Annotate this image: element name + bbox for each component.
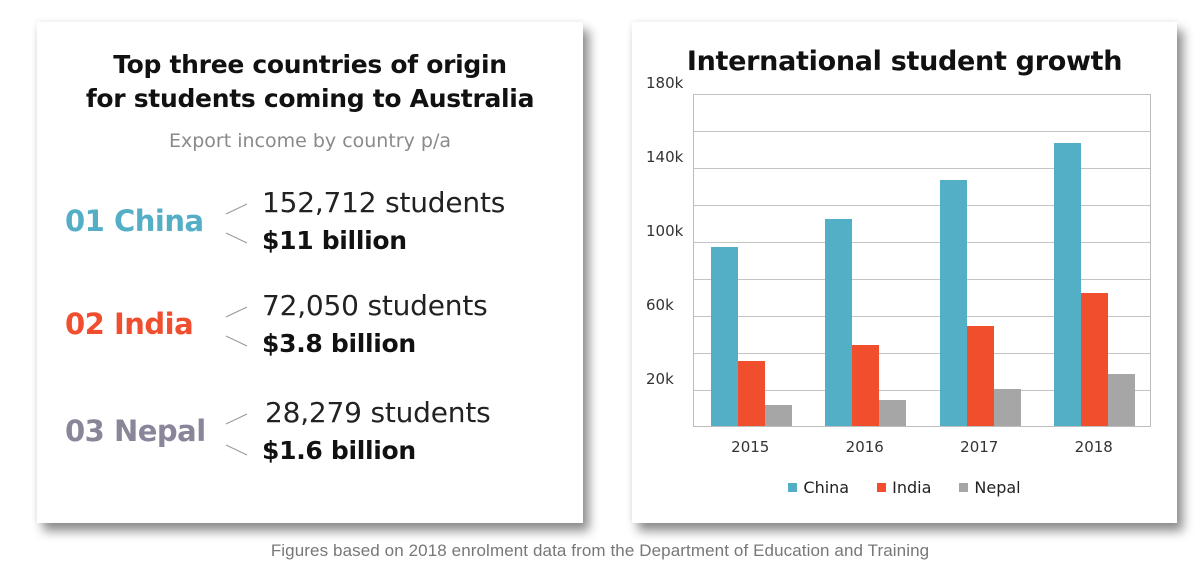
export-income: $1.6 billion — [262, 436, 416, 465]
bar-nepal-2015 — [764, 404, 792, 426]
gridline — [694, 279, 1150, 280]
gridline — [694, 353, 1150, 354]
export-income-subtitle: Export income by country p/a — [168, 130, 451, 152]
student-count: 28,279 students — [265, 396, 491, 429]
y-tick-label: 140k — [646, 148, 684, 166]
source-footnote: Figures based on 2018 enrolment data fro… — [270, 541, 930, 560]
legend-label: China — [803, 478, 850, 497]
country-label: 01 China — [65, 204, 204, 238]
growth-chart-card: International student growth China India N… — [632, 22, 1177, 523]
gridline — [694, 316, 1150, 317]
chart-title: International student growth — [686, 46, 1123, 77]
title-line-2: for students coming to Australia — [85, 84, 535, 113]
bar-china-2016 — [825, 218, 853, 426]
legend-swatch-icon — [959, 483, 969, 492]
bar-nepal-2017 — [993, 389, 1021, 426]
legend-swatch-icon — [877, 483, 887, 492]
y-tick-label: 100k — [646, 222, 684, 240]
connector-lines-icon — [225, 306, 248, 347]
gridline — [694, 131, 1150, 132]
legend-item-china: China — [788, 478, 849, 497]
top-countries-card: Top three countries of origin for studen… — [37, 22, 583, 523]
bar-india-2018 — [1081, 292, 1109, 426]
x-tick-label: 2017 — [960, 438, 999, 456]
legend-label: India — [892, 478, 932, 497]
y-tick-label: 20k — [646, 370, 674, 388]
y-tick-label: 180k — [646, 74, 684, 92]
legend-label: Nepal — [974, 478, 1021, 497]
plot-area — [693, 94, 1151, 427]
chart-legend: China India Nepal — [632, 478, 1177, 497]
gridline — [694, 168, 1150, 169]
export-income: $3.8 billion — [262, 329, 416, 358]
legend-item-nepal: Nepal — [959, 478, 1021, 497]
country-row-india: 02 India 72,050 students $3.8 billion — [37, 289, 583, 369]
gridline — [694, 205, 1150, 206]
country-row-china: 01 China 152,712 students $11 billion — [37, 186, 583, 266]
bar-india-2017 — [966, 326, 994, 426]
top-countries-title: Top three countries of origin for studen… — [37, 48, 583, 116]
connector-lines-icon — [225, 203, 248, 244]
gridline — [694, 390, 1150, 391]
student-count: 152,712 students — [262, 186, 506, 219]
gridline — [694, 242, 1150, 243]
x-tick-label: 2016 — [845, 438, 884, 456]
country-label: 03 Nepal — [65, 414, 206, 448]
bar-china-2015 — [710, 246, 738, 426]
gridline — [694, 94, 1150, 95]
x-tick-label: 2018 — [1074, 438, 1113, 456]
country-row-nepal: 03 Nepal 28,279 students $1.6 billion — [37, 394, 583, 474]
legend-item-india: India — [877, 478, 931, 497]
bar-china-2017 — [939, 179, 967, 426]
legend-swatch-icon — [788, 483, 798, 492]
bar-india-2016 — [852, 344, 880, 426]
x-tick-label: 2015 — [731, 438, 770, 456]
bar-china-2018 — [1054, 143, 1082, 426]
title-line-1: Top three countries of origin — [113, 50, 507, 79]
country-label: 02 India — [65, 307, 194, 341]
y-tick-label: 60k — [646, 296, 674, 314]
export-income: $11 billion — [262, 226, 407, 255]
bar-nepal-2018 — [1108, 373, 1136, 426]
bar-nepal-2016 — [879, 400, 907, 426]
student-count: 72,050 students — [262, 289, 488, 322]
connector-lines-icon — [225, 413, 248, 456]
bar-india-2015 — [737, 361, 765, 426]
